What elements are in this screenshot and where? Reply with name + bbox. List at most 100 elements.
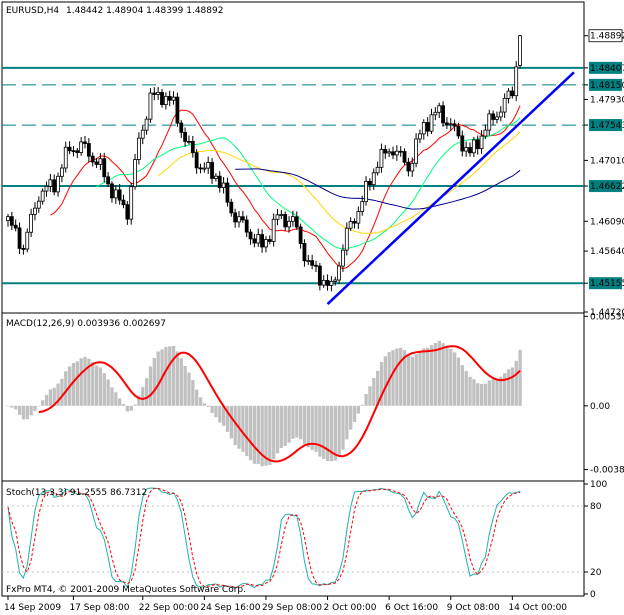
time-tick: 6 Oct 16:00 xyxy=(385,596,438,613)
macd-bar xyxy=(94,365,99,406)
macd-bar xyxy=(514,360,518,406)
macd-bar xyxy=(252,405,257,464)
candle xyxy=(144,116,149,135)
candle xyxy=(437,102,442,119)
candle xyxy=(179,120,184,139)
candle-body xyxy=(256,234,261,244)
candle xyxy=(129,182,134,225)
candle xyxy=(17,222,22,255)
macd-bar xyxy=(422,348,426,406)
ma-green-line xyxy=(96,117,521,250)
macd-bar xyxy=(229,405,233,439)
macd-bar xyxy=(264,405,268,466)
candle xyxy=(406,157,411,177)
macd-bar xyxy=(148,366,153,406)
stoch-tick-label: 0 xyxy=(590,590,596,600)
candle-body xyxy=(237,216,241,223)
time-tick: 14 Sep 2009 xyxy=(4,596,61,613)
copyright-label: FxPro MT4, © 2001-2009 MetaQuotes Softwa… xyxy=(6,585,246,595)
candle xyxy=(356,206,361,230)
price-tick: 1.47930 xyxy=(584,95,624,105)
candle xyxy=(479,130,484,154)
candle xyxy=(329,276,334,292)
candle-body xyxy=(302,243,307,262)
candle xyxy=(121,194,126,209)
candle xyxy=(514,61,519,102)
candle xyxy=(163,92,168,110)
candle-body xyxy=(210,162,214,179)
candle-body xyxy=(125,204,130,220)
candle xyxy=(375,161,380,176)
candle-body xyxy=(337,265,342,281)
candle-body xyxy=(333,279,338,282)
candle xyxy=(86,138,91,163)
candle-body xyxy=(406,161,411,172)
candle xyxy=(387,148,392,158)
candle-body xyxy=(202,167,207,170)
candle xyxy=(113,184,118,204)
candle xyxy=(433,107,438,121)
price-axis-ticks: 1.48892 1.48407 1.48150 1.47930 1.47543 1.470… xyxy=(584,29,624,318)
macd-bar xyxy=(141,386,145,406)
candle xyxy=(475,135,480,155)
macd-bar xyxy=(322,405,326,459)
macd-bar xyxy=(260,405,264,467)
candle xyxy=(402,148,407,166)
candle xyxy=(333,276,338,286)
candle-body xyxy=(13,224,18,229)
macd-bar xyxy=(453,352,457,406)
candle-body xyxy=(21,248,26,250)
price-tick: 1.45640 xyxy=(584,247,624,257)
candle xyxy=(314,260,318,272)
candle-body xyxy=(410,162,415,172)
candle-body xyxy=(9,216,14,226)
macd-bar xyxy=(137,395,141,406)
price-tick: 1.44720 xyxy=(584,308,624,318)
candle-body xyxy=(160,91,164,105)
macd-bar xyxy=(64,371,68,406)
price-tick-label: 1.47543 xyxy=(590,121,624,131)
candle-body xyxy=(464,147,469,152)
macd-bar xyxy=(125,405,130,412)
price-tick-box xyxy=(589,119,622,132)
candle xyxy=(410,157,415,177)
macd-bar xyxy=(518,349,522,406)
candle xyxy=(98,153,103,171)
candle xyxy=(40,188,45,205)
macd-bar xyxy=(56,383,60,406)
macd-bar xyxy=(79,358,83,406)
price-tick-label: 1.48150 xyxy=(590,81,624,91)
candle xyxy=(190,136,195,158)
macd-bar xyxy=(164,346,168,406)
macd-bar xyxy=(349,405,353,430)
candle xyxy=(444,117,449,130)
candle-body xyxy=(60,167,64,177)
candle-body xyxy=(356,211,361,224)
candle xyxy=(306,254,311,265)
candle-body xyxy=(175,96,180,124)
candle-body xyxy=(510,90,515,97)
candle xyxy=(175,92,180,127)
candle-body xyxy=(6,216,10,222)
time-tick: 17 Sep 08:00 xyxy=(69,596,130,613)
candle-body xyxy=(156,91,161,95)
time-tick-label: 17 Sep 08:00 xyxy=(69,603,129,613)
macd-bar xyxy=(6,405,10,407)
candle xyxy=(225,177,230,207)
candle-body xyxy=(240,216,245,221)
candle-body xyxy=(121,199,126,206)
candle xyxy=(133,153,137,190)
macd-bar xyxy=(449,349,453,406)
candle-body xyxy=(514,66,519,97)
stoch-main-line xyxy=(7,487,521,589)
time-tick: 24 Sep 16:00 xyxy=(200,596,261,613)
candle xyxy=(25,228,30,253)
price-tick-label: 1.45640 xyxy=(590,247,624,257)
macd-bar xyxy=(87,358,91,406)
candle-body xyxy=(267,239,272,242)
candle-body xyxy=(375,166,380,174)
candle xyxy=(36,196,41,213)
macd-bar xyxy=(503,373,507,406)
macd-bar xyxy=(302,405,307,444)
candle-body xyxy=(194,152,199,169)
